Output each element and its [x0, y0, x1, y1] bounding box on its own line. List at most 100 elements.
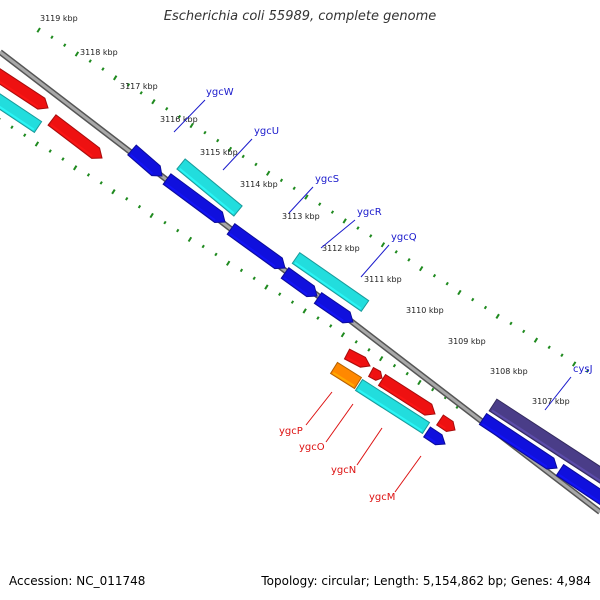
feature-body — [280, 267, 318, 298]
feature-highlight — [294, 262, 362, 310]
feature-body — [162, 173, 226, 223]
scale-dash — [432, 273, 437, 278]
gene-label-ygcP[interactable]: ygcP — [279, 391, 333, 437]
gene-label-ygcN[interactable]: ygcN — [331, 427, 383, 476]
gene-feature-cyan-ygcN[interactable] — [354, 378, 431, 435]
gene-label-ygcU[interactable]: ygcU — [222, 126, 279, 171]
feature-body — [0, 68, 49, 110]
feature-highlight — [0, 105, 35, 131]
gene-feature-red-small-b[interactable] — [367, 366, 383, 381]
scale-dash — [88, 59, 92, 63]
scale-dash — [367, 348, 371, 352]
scale-dash — [290, 300, 295, 304]
scale-dash — [73, 165, 78, 171]
scale-label-3111: 3111 kbp — [364, 275, 402, 284]
scale-dash — [214, 252, 218, 257]
leader-line — [356, 427, 383, 466]
scale-labels: 3119 kbp 3118 kbp 3117 kbp 3116 kbp 3115 kbp… — [40, 14, 570, 406]
gene-feature-blue-ygcQ-b[interactable] — [313, 291, 354, 324]
gene-label-ygcQ[interactable]: ygcQ — [360, 232, 417, 278]
gene-label-ygcW[interactable]: ygcW — [173, 87, 234, 133]
scale-label-3107: 3107 kbp — [532, 397, 570, 406]
gene-feature-blue-ygcW[interactable] — [127, 144, 163, 177]
gene-name-text: ygcM — [369, 492, 395, 503]
gene-feature-blue-cysJ-a[interactable] — [478, 412, 558, 470]
gene-feature-cyan-ygcU[interactable] — [176, 158, 243, 217]
gene-feature-cyan-ygcR[interactable] — [291, 251, 370, 313]
scale-dash — [380, 242, 386, 248]
scale-dash — [254, 162, 258, 167]
gene-feature-cyan-a[interactable] — [0, 90, 43, 134]
gene-feature-blue-ygcQ-a[interactable] — [280, 267, 318, 298]
scale-label-3113: 3113 kbp — [282, 212, 320, 221]
scale-dash — [239, 268, 244, 273]
feature-body — [367, 366, 383, 381]
scale-dash — [340, 332, 346, 338]
gene-features — [0, 65, 600, 506]
scale-dash — [392, 363, 397, 368]
gene-label-ygcS[interactable]: ygcS — [288, 174, 339, 214]
scale-dash — [278, 292, 282, 296]
gene-label-cysJ[interactable]: cysJ — [544, 364, 593, 411]
leader-line — [173, 99, 206, 133]
scale-dash — [369, 234, 373, 238]
feature-highlight — [357, 389, 423, 432]
scale-dash — [572, 361, 577, 367]
feature-highlight — [491, 409, 600, 482]
gene-feature-red-tip[interactable] — [435, 414, 456, 433]
scale-dash — [419, 265, 424, 272]
gene-label-ygcM[interactable]: ygcM — [369, 455, 422, 503]
gene-name-text: ygcR — [357, 207, 382, 218]
gene-feature-red-b[interactable] — [47, 114, 103, 159]
scale-dash — [533, 337, 539, 343]
feature-highlight — [370, 374, 374, 378]
feature-highlight — [0, 80, 39, 108]
scale-dash — [495, 313, 500, 319]
scale-dash — [483, 305, 488, 310]
scale-dash — [266, 170, 271, 176]
leader-line — [394, 455, 422, 493]
gene-feature-purple-cysJ[interactable] — [488, 398, 600, 484]
gene-feature-red-a[interactable] — [0, 65, 49, 110]
gene-name-text: ygcN — [331, 465, 356, 476]
scale-dash — [379, 355, 384, 362]
gene-feature-red-long[interactable] — [377, 373, 436, 416]
gene-feature-blue-cysJ-b[interactable] — [555, 463, 600, 506]
gene-label-ygcO[interactable]: ygcO — [299, 403, 354, 453]
scale-dash — [316, 316, 320, 320]
scale-dash — [151, 99, 156, 105]
feature-body — [343, 348, 371, 368]
gene-label-ygcR[interactable]: ygcR — [320, 207, 382, 249]
scale-dash — [163, 220, 167, 225]
feature-highlight — [481, 423, 548, 468]
feature-highlight — [332, 372, 355, 387]
leader-line — [222, 138, 253, 171]
feature-highlight — [380, 384, 426, 414]
scale-dash — [61, 157, 65, 161]
scale-tick-marks — [0, 27, 590, 463]
scale-dash — [111, 189, 116, 195]
scale-dash — [48, 149, 52, 153]
gene-name-text: ygcS — [315, 174, 339, 185]
gene-feature-orange-ygcP[interactable] — [329, 361, 363, 390]
scale-label-3116: 3116 kbp — [160, 115, 198, 124]
feature-highlight — [179, 167, 235, 214]
scale-dash — [304, 194, 309, 200]
gene-feature-blue-ygcM[interactable] — [422, 426, 446, 446]
gene-feature-blue-ygcS-b[interactable] — [226, 223, 286, 270]
feature-highlight — [129, 153, 153, 175]
scale-dash — [101, 67, 105, 71]
scale-dash — [86, 173, 91, 177]
gene-feature-blue-ygcS-a[interactable] — [162, 173, 226, 223]
scale-dash — [227, 146, 233, 153]
scale-dash — [431, 387, 435, 392]
scale-dash — [137, 204, 142, 209]
scale-dash — [252, 276, 256, 281]
scale-dash — [457, 289, 462, 296]
scale-dash — [216, 138, 220, 143]
scale-dash — [226, 260, 231, 266]
gene-feature-red-small-a[interactable] — [343, 348, 371, 368]
scale-dash — [23, 133, 27, 137]
scale-label-3112: 3112 kbp — [322, 244, 360, 253]
